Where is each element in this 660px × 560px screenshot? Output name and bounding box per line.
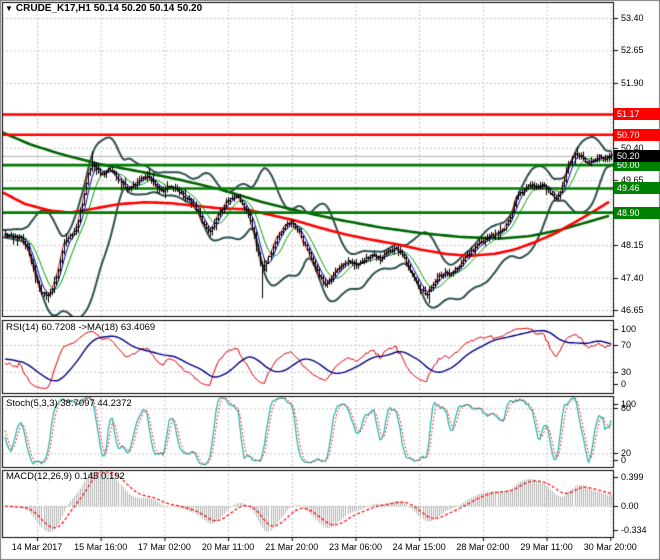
price-tick: 100 [621,399,637,409]
time-tick: 23 Mar 06:00 [328,542,383,552]
price-tick: 100 [621,324,637,334]
price-tick: 0 [621,379,627,389]
symbol-title: CRUDE_K17,H1 [15,3,91,14]
time-tick: 29 Mar 11:00 [520,542,573,552]
symbol-dropdown-icon[interactable]: ▼ [5,4,13,13]
price-level-badge: 50.70 [614,128,660,141]
price-tick: 70 [621,340,632,350]
time-tick: 30 Mar 20:00 [583,542,637,552]
price-tick: 49.65 [621,175,644,186]
time-tick: 17 Mar 02:00 [137,542,191,552]
time-axis[interactable]: 14 Mar 2017 15 Mar 16:00 17 Mar 02:00 20 Ma… [0,537,637,560]
bid-price-badge: 50.20 [614,150,660,163]
price-tick: 50.40 [621,142,644,153]
price-tick: 80 [621,403,632,414]
ohlc-values: 50.14 50.20 50.14 50.20 [93,3,203,14]
time-tick: 21 Mar 20:00 [265,542,319,552]
price-tick: 53.40 [621,13,644,23]
chart-title-bar: ▼ CRUDE_K17,H1 50.14 50.20 50.14 50.20 [5,3,202,14]
price-tick: -0.334 [621,524,647,535]
rsi-label: RSI(14) 60.7208 ->MA(18) 63.4069 [6,322,156,333]
price-tick: 0.399 [621,472,644,483]
price-tick: 47.40 [621,272,644,283]
price-level-badge: 51.17 [614,108,660,121]
price-tick: 52.65 [621,45,644,56]
time-tick: 24 Mar 15:00 [392,542,446,552]
time-tick: 15 Mar 16:00 [74,542,128,552]
price-level-badge: 48.90 [614,206,660,219]
time-tick: 28 Mar 02:00 [456,542,510,552]
time-tick: 20 Mar 11:00 [201,542,255,552]
price-tick: 51.90 [621,77,644,88]
price-tick: 48.15 [621,240,644,251]
price-tick: 0.00 [621,501,639,511]
price-tick: 46.65 [621,304,644,315]
time-tick: 14 Mar 2017 [11,542,63,552]
price-tick: 0 [621,455,627,465]
price-axis[interactable]: 53.40 52.65 51.90 50.40 49.65 48.15 47.40 46.65… [613,0,660,537]
stoch-label: Stoch(5,3,3) 38.7097 44.2372 [6,398,132,409]
price-level-badge: 49.46 [614,182,660,195]
price-tick: 30 [621,366,632,377]
macd-label: MACD(12,26,9) 0.145 0.192 [6,471,125,482]
price-tick: 20 [621,448,632,459]
